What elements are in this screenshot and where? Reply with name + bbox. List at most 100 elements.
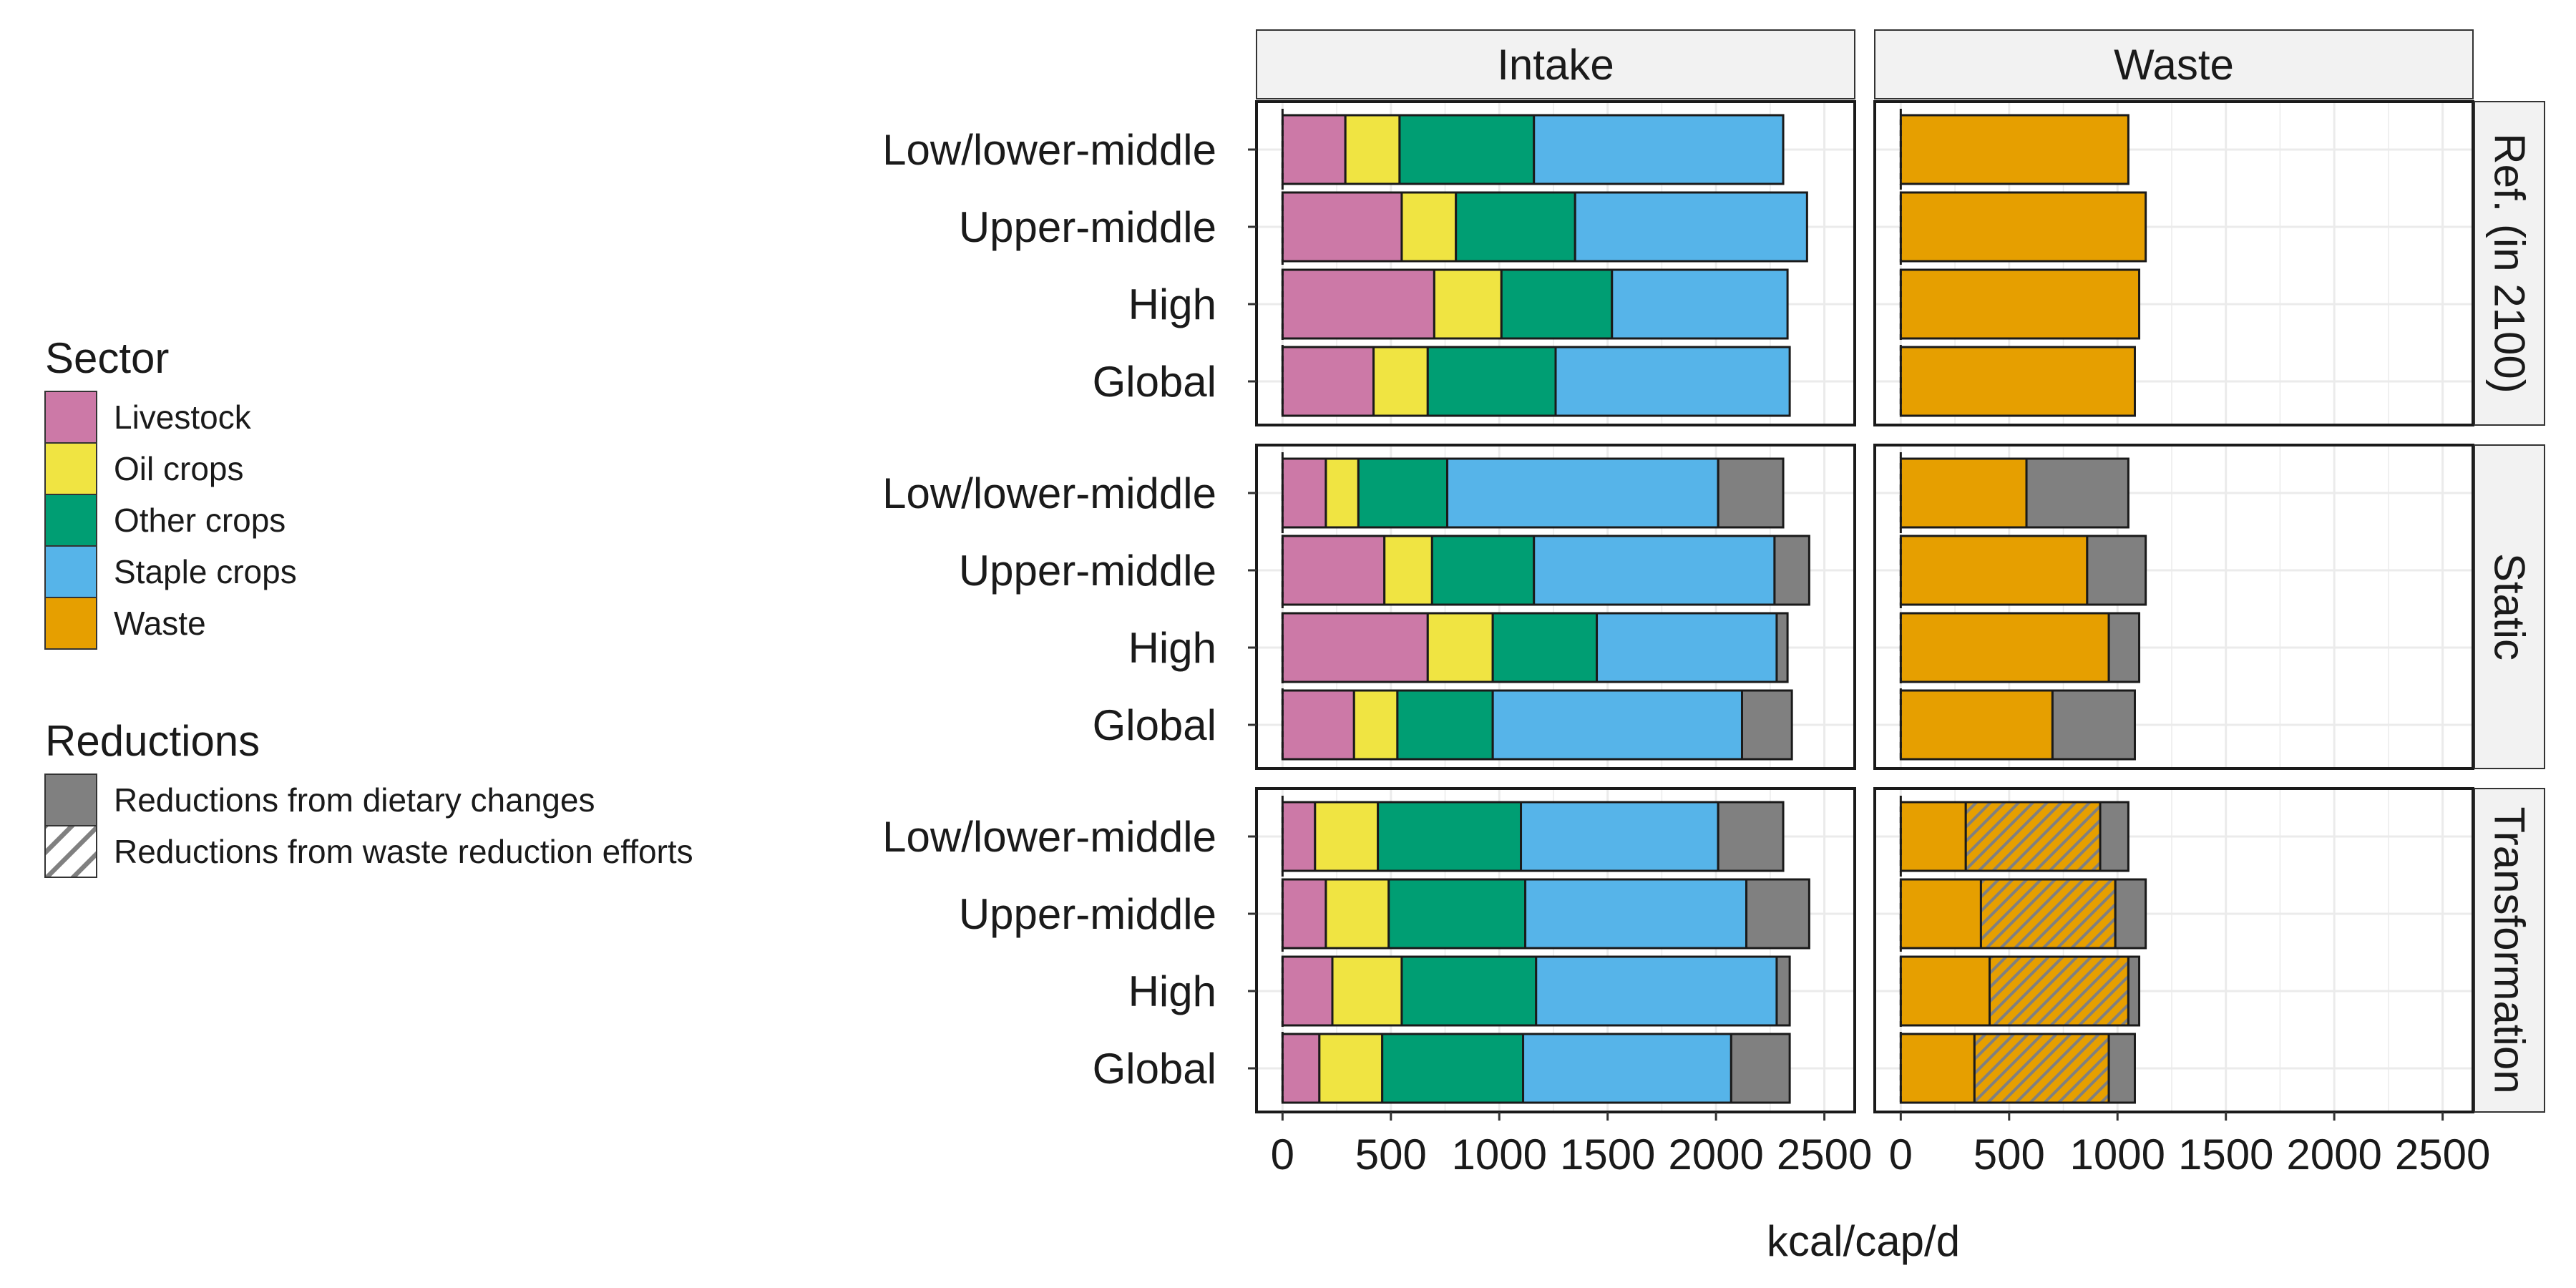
- panel-border: [1873, 444, 2474, 770]
- legend-label-other-crops: Other crops: [114, 502, 286, 539]
- bar-segment-intake-oil-crops: [1400, 191, 1458, 263]
- legend-label-reductions-from-waste-reduction-efforts: Reductions from waste reduction efforts: [114, 833, 693, 870]
- x-axis-title: kcal/cap/d: [1767, 1217, 1960, 1265]
- panel-border: [1255, 787, 1856, 1113]
- x-tick-label: 1500: [1560, 1131, 1655, 1179]
- bar-segment-intake-oil-crops: [1344, 114, 1401, 185]
- x-tick-label: 2000: [2286, 1131, 2381, 1179]
- facet-label-ref-in-2100: Ref. (in 2100): [2486, 133, 2534, 394]
- y-tick-label: Low/lower-middle: [882, 126, 1216, 174]
- bar-segment-intake-oil-crops: [1372, 346, 1429, 417]
- bar-segment-waste-waste: [1899, 955, 1991, 1027]
- bar-segment-waste-reductions-from-dietary-changes: [2099, 801, 2129, 872]
- facet-strips-layer: Intake Waste Ref. (in 2100) Static Transform…: [1256, 29, 2545, 1113]
- bar-segment-waste-waste: [1899, 346, 2136, 417]
- bar-segment-intake-staple-crops: [1611, 268, 1789, 340]
- y-tick-label: High: [1128, 624, 1216, 672]
- bar-segment-intake-other-crops: [1491, 612, 1599, 683]
- bars-layer: [1281, 114, 2147, 1104]
- bar-segment-intake-reductions-from-dietary-changes: [1745, 878, 1810, 950]
- bar-segment-intake-livestock: [1281, 878, 1327, 950]
- bar-segment-intake-oil-crops: [1352, 689, 1399, 761]
- legend-label-oil-crops: Oil crops: [114, 450, 243, 487]
- legend-title-sector: Sector: [45, 334, 169, 382]
- bar-segment-intake-staple-crops: [1533, 535, 1776, 606]
- y-tick-label: Low/lower-middle: [882, 469, 1216, 517]
- bar-segment-intake-other-crops: [1387, 878, 1527, 950]
- bar-segment-intake-other-crops: [1430, 535, 1536, 606]
- bar-segment-waste-reductions-from-waste-reduction-efforts: [1973, 1033, 2110, 1104]
- y-tick-label: Upper-middle: [959, 203, 1216, 251]
- bar-segment-waste-waste: [1899, 689, 2054, 761]
- bar-segment-waste-waste: [1899, 801, 1967, 872]
- bar-segment-intake-reductions-from-dietary-changes: [1773, 535, 1810, 606]
- bar-segment-waste-waste: [1899, 457, 2028, 529]
- x-tick-label: 500: [1974, 1131, 2045, 1179]
- bar-segment-intake-livestock: [1281, 268, 1435, 340]
- panel-border: [1873, 787, 2474, 1113]
- bar-segment-intake-other-crops: [1381, 1033, 1525, 1104]
- bar-segment-intake-other-crops: [1426, 346, 1557, 417]
- y-tick-label: High: [1128, 967, 1216, 1015]
- bar-segment-intake-staple-crops: [1554, 346, 1791, 417]
- bar-segment-intake-staple-crops: [1535, 955, 1778, 1027]
- bar-segment-waste-waste: [1899, 878, 1982, 950]
- panel-frames-layer: [1255, 100, 2474, 1113]
- bar-segment-intake-other-crops: [1500, 268, 1614, 340]
- x-tick-label: 1000: [2070, 1131, 2165, 1179]
- y-tick-label: Upper-middle: [959, 890, 1216, 938]
- bar-segment-intake-livestock: [1281, 535, 1386, 606]
- y-tick-label: Global: [1093, 1045, 1216, 1093]
- facet-strip-static: [2474, 444, 2545, 769]
- bar-segment-intake-oil-crops: [1331, 955, 1403, 1027]
- bar-segment-intake-livestock: [1281, 346, 1375, 417]
- y-tick-label: Global: [1093, 701, 1216, 749]
- bar-segment-waste-waste: [1899, 535, 2089, 606]
- bar-segment-intake-other-crops: [1398, 114, 1536, 185]
- bar-segment-waste-reductions-from-dietary-changes: [2025, 457, 2129, 529]
- bar-segment-intake-other-crops: [1400, 955, 1538, 1027]
- panel-border: [1255, 444, 1856, 770]
- bar-segment-intake-oil-crops: [1314, 801, 1380, 872]
- facet-label-transformation: Transformation: [2486, 806, 2534, 1093]
- facet-strip-ref-in-2100: [2474, 101, 2545, 426]
- bar-segment-waste-reductions-from-dietary-changes: [2127, 955, 2141, 1027]
- y-tick-label: Low/lower-middle: [882, 813, 1216, 861]
- bar-segment-intake-livestock: [1281, 457, 1327, 529]
- axes-layer: Low/lower-middle Upper-middle High Global Lo…: [882, 126, 2490, 1265]
- bar-segment-intake-staple-crops: [1596, 612, 1778, 683]
- facet-strip-waste: [1874, 29, 2474, 99]
- y-tick-label: Upper-middle: [959, 547, 1216, 595]
- legend-swatch-other-crops: [44, 494, 97, 547]
- bar-segment-intake-reductions-from-dietary-changes: [1775, 612, 1789, 683]
- legend-swatch-staple-crops: [44, 545, 97, 598]
- bar-segment-intake-reductions-from-dietary-changes: [1729, 1033, 1791, 1104]
- bar-segment-intake-staple-crops: [1524, 878, 1748, 950]
- bar-segment-waste-waste: [1899, 612, 2110, 683]
- y-tick-label: Global: [1093, 358, 1216, 406]
- bar-segment-intake-reductions-from-dietary-changes: [1717, 457, 1785, 529]
- legend-label-waste: Waste: [114, 605, 206, 642]
- facet-label-intake: Intake: [1497, 41, 1614, 89]
- bar-segment-intake-livestock: [1281, 612, 1429, 683]
- legend-title-reductions: Reductions: [45, 717, 260, 765]
- facet-label-waste: Waste: [2114, 41, 2234, 89]
- bar-segment-intake-other-crops: [1396, 689, 1494, 761]
- bar-segment-intake-oil-crops: [1324, 457, 1360, 529]
- bar-segment-intake-oil-crops: [1426, 612, 1494, 683]
- legend-label-livestock: Livestock: [114, 399, 252, 436]
- x-tick-label: 2500: [1777, 1131, 1872, 1179]
- bar-segment-waste-reductions-from-dietary-changes: [2114, 878, 2147, 950]
- bar-segment-intake-staple-crops: [1446, 457, 1719, 529]
- facet-strip-intake: [1256, 29, 1855, 99]
- legend-swatch-waste: [44, 597, 97, 650]
- facet-label-static: Static: [2486, 553, 2534, 660]
- legend-swatch-livestock: [44, 391, 97, 444]
- x-tick-label: 1500: [2178, 1131, 2273, 1179]
- bar-segment-intake-reductions-from-dietary-changes: [1775, 955, 1791, 1027]
- bar-segment-intake-reductions-from-dietary-changes: [1740, 689, 1793, 761]
- bar-segment-waste-waste: [1899, 268, 2141, 340]
- bar-segment-intake-staple-crops: [1491, 689, 1743, 761]
- bar-segment-waste-reductions-from-waste-reduction-efforts: [1989, 955, 2129, 1027]
